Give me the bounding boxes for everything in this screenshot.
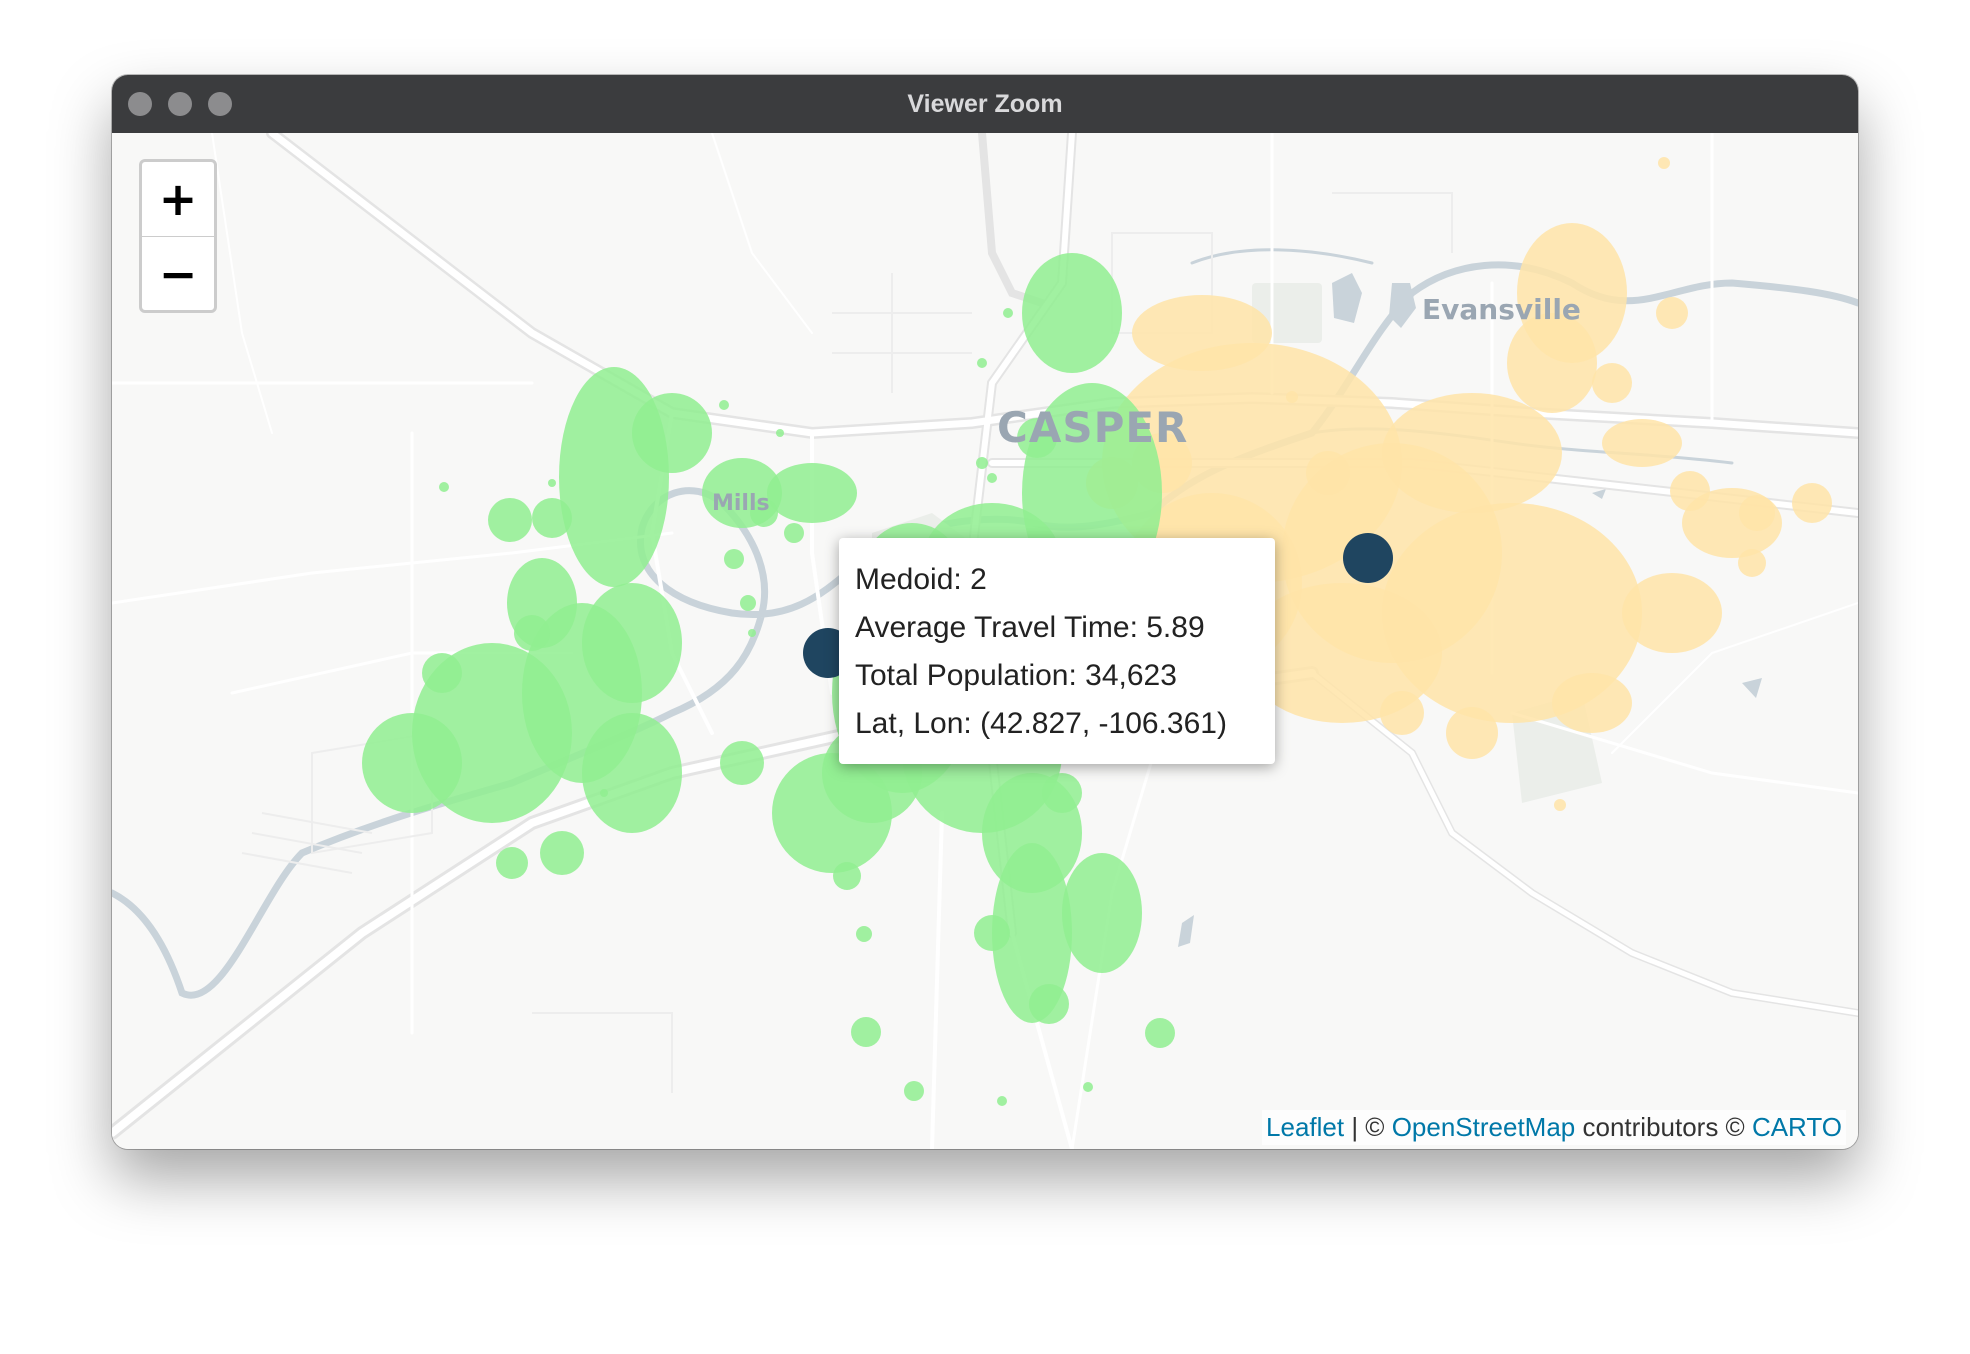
popup-medoid: Medoid: 2 (855, 563, 987, 596)
zoom-out-button[interactable]: − (158, 247, 198, 301)
medoid-marker-1[interactable] (1343, 533, 1393, 583)
map-canvas[interactable]: CASPER Evansville Mills + − Medoid: 2 Av… (112, 133, 1858, 1149)
minimize-window-button[interactable] (168, 92, 192, 116)
window-title: Viewer Zoom (907, 90, 1063, 118)
leaflet-link[interactable]: Leaflet (1266, 1112, 1345, 1142)
openstreetmap-link[interactable]: OpenStreetMap (1391, 1112, 1576, 1142)
place-label-casper: CASPER (997, 403, 1189, 452)
place-label-evansville: Evansville (1422, 293, 1581, 326)
viewer-window: Viewer Zoom (112, 75, 1858, 1149)
attribution-separator: | © (1344, 1112, 1392, 1142)
attribution-contributors: contributors © (1575, 1112, 1752, 1142)
medoid-popup: Medoid: 2 Average Travel Time: 5.89 Tota… (839, 538, 1275, 764)
place-label-mills: Mills (712, 491, 770, 516)
zoom-control: + − (139, 159, 217, 313)
carto-link[interactable]: CARTO (1751, 1112, 1842, 1142)
popup-latlon: Lat, Lon: (42.827, -106.361) (855, 707, 1227, 740)
popup-population: Total Population: 34,623 (855, 659, 1177, 692)
popup-travel-time: Average Travel Time: 5.89 (855, 611, 1205, 644)
title-bar: Viewer Zoom (112, 75, 1858, 134)
ponds (1178, 273, 1762, 947)
zoom-in-button[interactable]: + (142, 162, 214, 237)
maximize-window-button[interactable] (208, 92, 232, 116)
map-attribution: Leaflet | © OpenStreetMap contributors ©… (1262, 1110, 1846, 1145)
close-window-button[interactable] (128, 92, 152, 116)
